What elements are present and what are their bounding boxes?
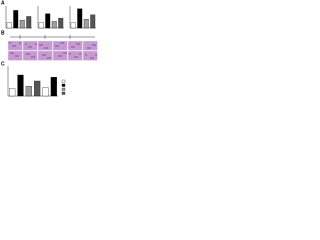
cell-blob — [26, 53, 28, 55]
cell-blob — [73, 46, 75, 48]
cell-blob — [87, 47, 89, 49]
legend-swatch — [61, 91, 66, 95]
cell-blob — [42, 54, 44, 56]
bar — [6, 22, 12, 29]
bar — [9, 88, 16, 97]
cell-blob — [10, 52, 12, 54]
legend-swatch — [61, 87, 66, 91]
cell-blob — [41, 44, 43, 46]
cell-blob — [39, 44, 41, 46]
cell-blob — [76, 43, 78, 45]
cell-blob — [90, 57, 92, 59]
cell-blob — [74, 56, 76, 58]
cell-blob — [19, 42, 21, 44]
cell-blob — [78, 43, 80, 45]
cell-blob — [69, 53, 71, 55]
bar — [58, 17, 64, 29]
micrograph — [67, 50, 83, 61]
cell-blob — [9, 42, 11, 44]
bar — [77, 8, 83, 29]
bar — [50, 77, 57, 97]
cell-blob — [30, 46, 32, 48]
micrograph — [22, 50, 38, 61]
cell-blob — [79, 53, 81, 55]
cell-blob — [62, 42, 64, 44]
cell-blob — [63, 52, 65, 54]
cell-blob — [12, 45, 14, 47]
cell-blob — [28, 46, 30, 48]
cell-blob — [92, 44, 94, 46]
bar — [25, 86, 32, 97]
cell-blob — [71, 46, 73, 48]
cell-blob — [17, 55, 19, 57]
legend-swatch — [61, 79, 66, 83]
bar — [34, 80, 41, 97]
cell-blob — [31, 56, 33, 58]
micrograph — [67, 40, 83, 51]
micrograph — [22, 40, 38, 51]
cell-blob — [95, 54, 97, 56]
bar — [42, 87, 49, 97]
micrograph-grid — [7, 40, 98, 61]
cell-blob — [89, 47, 91, 49]
cell-blob — [57, 45, 59, 47]
legend-swatch — [61, 83, 66, 87]
bar — [51, 21, 57, 29]
cell-blob — [55, 45, 57, 47]
micrograph — [37, 40, 53, 51]
bar — [19, 20, 25, 29]
bar — [90, 14, 96, 29]
panel-label: A — [1, 0, 5, 6]
cell-blob — [14, 45, 16, 47]
cell-blob — [44, 47, 46, 49]
cell-blob — [60, 42, 62, 44]
cell-blob — [35, 43, 37, 45]
cell-blob — [92, 57, 94, 59]
bar — [83, 19, 89, 29]
cell-blob — [28, 53, 30, 55]
timeline — [10, 35, 95, 39]
cell-blob — [44, 54, 46, 56]
cell-blob — [58, 55, 60, 57]
micrograph — [52, 40, 68, 51]
bar — [45, 13, 51, 29]
cell-blob — [85, 54, 87, 56]
figure: A B C — [1, 0, 98, 97]
cell-blob — [94, 44, 96, 46]
bar — [38, 22, 44, 29]
cell-blob — [76, 56, 78, 58]
cell-blob — [65, 52, 67, 54]
cell-blob — [46, 47, 48, 49]
cell-blob — [49, 57, 51, 59]
bar — [13, 10, 19, 29]
bar — [70, 22, 76, 29]
panel-label: C — [1, 61, 5, 67]
micrograph — [82, 50, 98, 61]
cell-blob — [15, 55, 17, 57]
bar — [26, 16, 32, 29]
micrograph — [82, 40, 98, 51]
panel-label: B — [1, 30, 5, 36]
axis — [7, 66, 58, 97]
cell-blob — [60, 55, 62, 57]
bar — [17, 74, 24, 97]
cell-blob — [25, 43, 27, 45]
cell-blob — [12, 52, 14, 54]
cell-blob — [47, 57, 49, 59]
cell-blob — [33, 56, 35, 58]
